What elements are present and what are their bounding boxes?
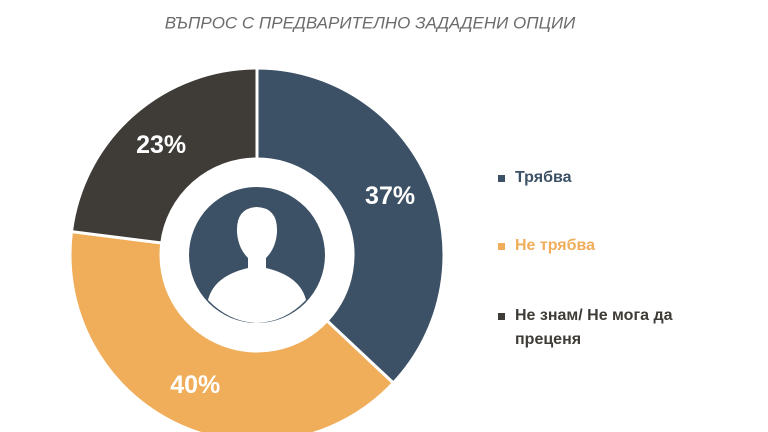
legend-label: Не трябва	[515, 237, 596, 254]
person-silhouette	[208, 207, 306, 323]
donut-slice	[255, 66, 446, 386]
legend-swatch	[498, 243, 505, 250]
data-label: 37%	[365, 182, 415, 210]
donut-slice	[69, 66, 259, 245]
legend-swatch	[498, 313, 505, 320]
legend-label: Не знам/ Не мога да преценя	[515, 307, 673, 348]
legend-item: Не трябва	[498, 234, 698, 258]
legend-swatch	[498, 175, 505, 182]
legend-item: Не знам/ Не мога да преценя	[498, 304, 698, 352]
legend-item: Трябва	[498, 166, 698, 190]
donut	[68, 66, 446, 432]
center-icon	[189, 187, 325, 323]
donut-slice	[68, 229, 396, 432]
data-label: 40%	[170, 371, 220, 399]
data-labels: 37% 40% 23%	[136, 131, 415, 399]
chart-title: ВЪПРОС С ПРЕДВАРИТЕЛНО ЗАДАДЕНИ ОПЦИИ	[165, 13, 576, 32]
legend-label: Трябва	[515, 169, 572, 186]
data-label: 23%	[136, 131, 186, 159]
